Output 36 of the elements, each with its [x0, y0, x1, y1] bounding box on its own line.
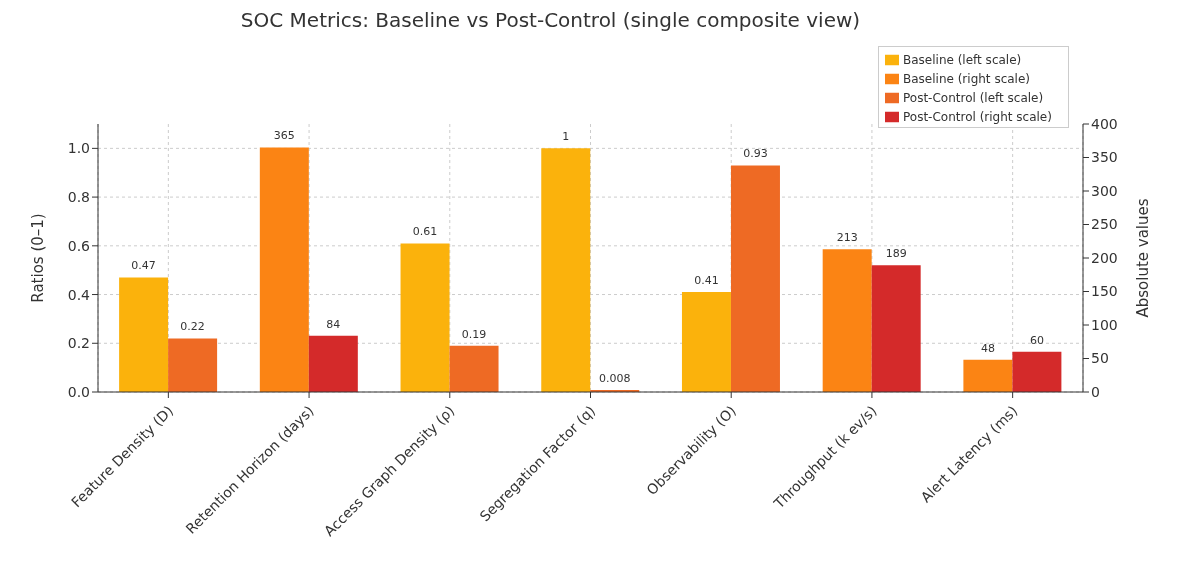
y2-tick-label: 300	[1091, 182, 1118, 199]
data-label: 0.47	[131, 259, 156, 273]
chart-title: SOC Metrics: Baseline vs Post-Control (single composite view)	[239, 8, 862, 32]
y-tick-label: 0.8	[67, 189, 90, 206]
data-label: 84	[326, 317, 341, 331]
y2-tick-label: 0	[1091, 383, 1100, 400]
data-label: 0.41	[694, 274, 719, 288]
y2-tick-label: 400	[1091, 115, 1118, 132]
data-label: 189	[885, 247, 907, 261]
data-label: 0.19	[461, 327, 487, 341]
data-label: 213	[836, 231, 858, 245]
y-axis-title: Ratios (0–1)	[29, 213, 48, 303]
y2-tick-label: 200	[1091, 249, 1118, 266]
legend-label: Baseline (right scale)	[903, 72, 1030, 86]
data-label: 0.93	[743, 147, 768, 161]
data-label: 60	[1029, 333, 1044, 347]
y-tick-label: 1.0	[67, 140, 90, 157]
data-label: 0.61	[412, 225, 438, 239]
y2-tick-label: 150	[1091, 283, 1118, 300]
legend-label: Baseline (left scale)	[903, 53, 1022, 67]
y-tick-label: 0.2	[67, 335, 90, 352]
y2-tick-label: 350	[1091, 149, 1118, 166]
y-tick-label: 0.4	[67, 286, 91, 303]
y-tick-label: 0.6	[67, 237, 91, 254]
y2-tick-label: 50	[1091, 350, 1109, 367]
legend-label: Post-Control (right scale)	[903, 110, 1052, 124]
y2-tick-label: 250	[1091, 216, 1118, 233]
y-tick-label: 0.0	[67, 383, 90, 400]
data-label: 1	[562, 130, 570, 144]
data-label: 0.008	[599, 372, 631, 386]
data-label: 48	[980, 341, 995, 355]
y2-axis-title: Absolute values	[1134, 198, 1153, 318]
data-label: 0.22	[180, 320, 205, 334]
data-label: 365	[273, 129, 295, 143]
legend-label: Post-Control (left scale)	[903, 91, 1044, 105]
y2-tick-label: 100	[1091, 316, 1118, 333]
